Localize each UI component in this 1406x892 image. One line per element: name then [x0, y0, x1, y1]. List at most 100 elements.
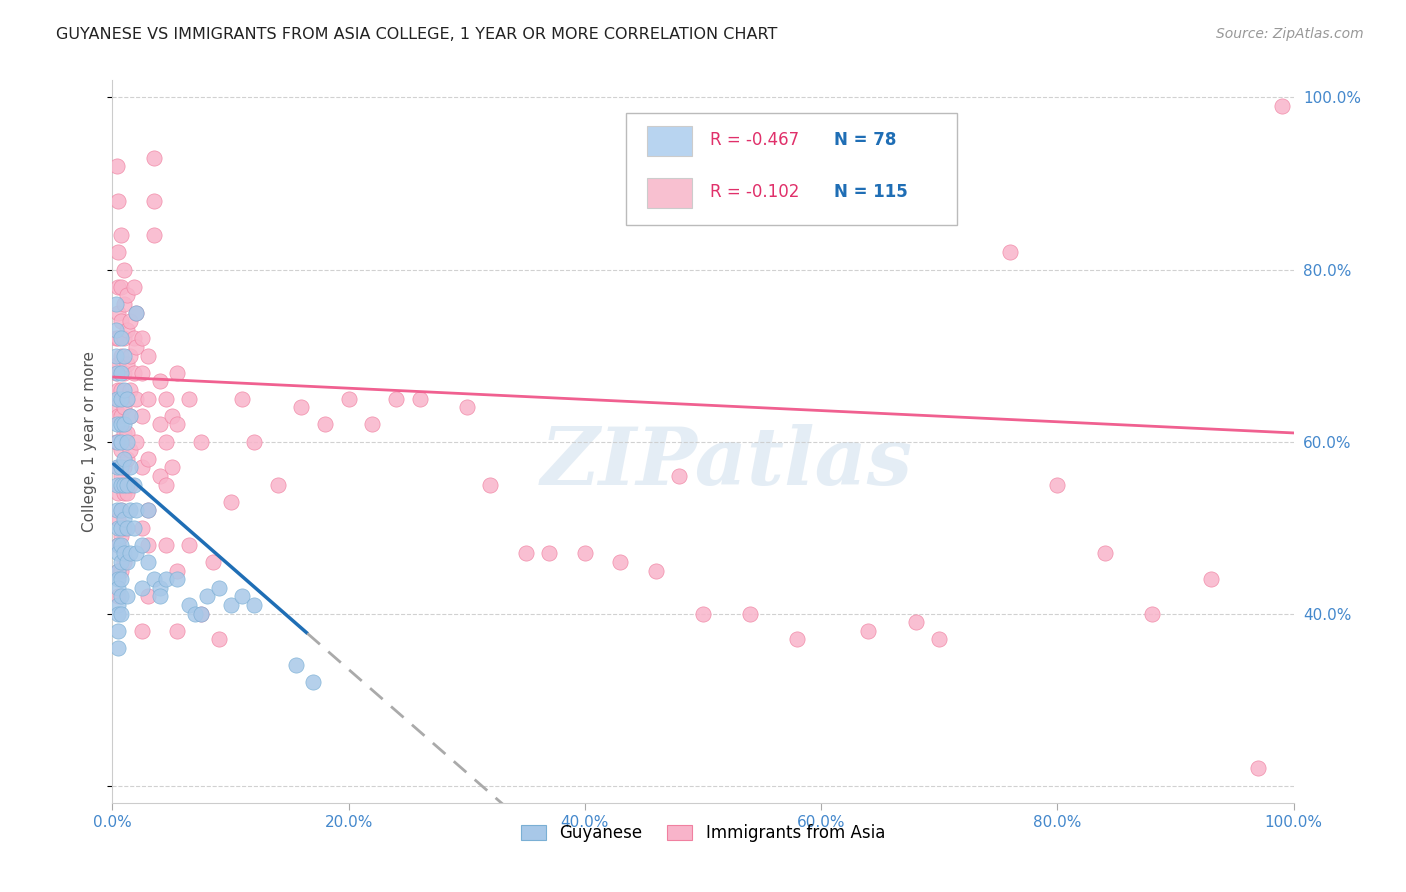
Point: [105, 331, 128, 345]
Point: [110, 529, 132, 543]
Point: [125, 340, 148, 354]
Point: [149, 469, 172, 483]
Point: [110, 417, 132, 432]
Point: [107, 564, 129, 578]
Point: [112, 460, 135, 475]
Point: [122, 477, 145, 491]
Point: [110, 314, 132, 328]
Point: [110, 383, 132, 397]
Point: [179, 598, 201, 612]
Point: [125, 305, 148, 319]
Point: [120, 546, 142, 560]
Point: [998, 245, 1021, 260]
Point: [1094, 546, 1116, 560]
Point: [105, 400, 128, 414]
Point: [120, 383, 142, 397]
Point: [115, 357, 138, 371]
Point: [928, 632, 950, 647]
Point: [408, 392, 430, 406]
Point: [314, 417, 336, 432]
Point: [112, 331, 135, 345]
Point: [120, 409, 142, 423]
Point: [131, 624, 153, 638]
Point: [574, 546, 596, 560]
Point: [166, 624, 188, 638]
Point: [110, 477, 132, 491]
Point: [110, 520, 132, 534]
Point: [166, 572, 188, 586]
Text: N = 78: N = 78: [834, 131, 897, 149]
Point: [136, 538, 159, 552]
Point: [110, 590, 132, 604]
Point: [105, 366, 128, 380]
Point: [858, 624, 880, 638]
Point: [155, 572, 177, 586]
Point: [110, 228, 132, 243]
Point: [112, 520, 135, 534]
Point: [243, 598, 266, 612]
Point: [115, 477, 138, 491]
Point: [692, 607, 714, 621]
Point: [115, 425, 138, 440]
Point: [120, 477, 142, 491]
Point: [107, 331, 129, 345]
Point: [107, 538, 129, 552]
Point: [107, 512, 129, 526]
Point: [110, 538, 132, 552]
Point: [136, 392, 159, 406]
Point: [155, 477, 177, 491]
Point: [190, 607, 212, 621]
Point: [1046, 477, 1069, 491]
Point: [110, 409, 132, 423]
Text: ZIPatlas: ZIPatlas: [540, 425, 912, 502]
Point: [125, 392, 148, 406]
Point: [112, 262, 135, 277]
Point: [110, 443, 132, 458]
Point: [1140, 607, 1163, 621]
Point: [105, 503, 128, 517]
Point: [110, 607, 132, 621]
Point: [125, 434, 148, 449]
Point: [107, 460, 129, 475]
Text: R = -0.467: R = -0.467: [710, 131, 799, 149]
Point: [110, 331, 132, 345]
Point: [179, 538, 201, 552]
Point: [668, 469, 690, 483]
Point: [142, 151, 165, 165]
Point: [107, 640, 129, 655]
Legend: Guyanese, Immigrants from Asia: Guyanese, Immigrants from Asia: [515, 817, 891, 848]
FancyBboxPatch shape: [648, 178, 692, 208]
Point: [160, 409, 183, 423]
Point: [385, 392, 408, 406]
Point: [110, 392, 132, 406]
Point: [219, 598, 242, 612]
Point: [115, 486, 138, 500]
Point: [105, 434, 128, 449]
Point: [107, 546, 129, 560]
Point: [361, 417, 384, 432]
Point: [1271, 99, 1294, 113]
Point: [107, 607, 129, 621]
Point: [131, 366, 153, 380]
Point: [155, 538, 177, 552]
Point: [105, 159, 128, 173]
Point: [290, 400, 312, 414]
Text: N = 115: N = 115: [834, 183, 908, 202]
Point: [644, 564, 666, 578]
Point: [115, 590, 138, 604]
Point: [107, 409, 129, 423]
Point: [107, 305, 129, 319]
Point: [1199, 572, 1222, 586]
Point: [1247, 761, 1270, 775]
Point: [456, 400, 478, 414]
Point: [479, 477, 502, 491]
Point: [142, 228, 165, 243]
Point: [231, 590, 253, 604]
Y-axis label: College, 1 year or more: College, 1 year or more: [82, 351, 97, 532]
Point: [105, 366, 128, 380]
Point: [195, 590, 218, 604]
Text: GUYANESE VS IMMIGRANTS FROM ASIA COLLEGE, 1 YEAR OR MORE CORRELATION CHART: GUYANESE VS IMMIGRANTS FROM ASIA COLLEGE…: [56, 27, 778, 42]
Point: [110, 572, 132, 586]
Point: [231, 392, 253, 406]
Point: [149, 590, 172, 604]
